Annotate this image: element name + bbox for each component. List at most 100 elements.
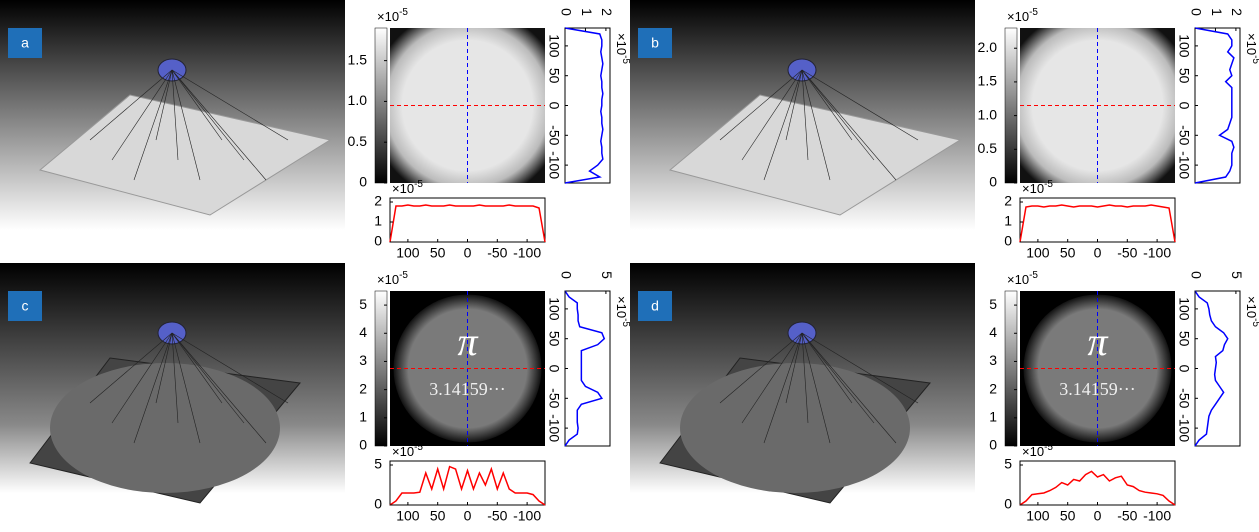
panel: b00.51.01.52.0×10-5012100500-50-100×10-5… (630, 0, 1259, 261)
exponent-power: -5 (620, 318, 631, 327)
position-tick-label: 50 (1060, 508, 1076, 524)
exponent-base: ×10 (614, 296, 629, 318)
position-tick-label: 0 (464, 245, 472, 261)
position-tick-label: 50 (430, 508, 446, 524)
colorbar-tick-label: 0 (989, 437, 997, 453)
profile-tick-label: 2 (1004, 193, 1012, 209)
profile-tick-label: 1 (1209, 8, 1225, 16)
profile-tick-label: 1 (374, 213, 382, 229)
exponent-base: ×10 (392, 444, 414, 459)
exponent: ×10-5 (392, 442, 423, 460)
profile-tick-label: 0 (558, 8, 574, 16)
panel-label: b (651, 35, 659, 51)
exponent: ×10-5 (1007, 270, 1038, 288)
exponent: ×10-5 (1007, 7, 1038, 25)
panel-label: c (22, 298, 29, 314)
exponent: ×10-5 (1022, 179, 1053, 197)
colorbar-tick-label: 1 (359, 409, 367, 425)
exponent-base: ×10 (1022, 181, 1044, 196)
profile-frame (390, 461, 545, 505)
profile-frame (1020, 461, 1175, 505)
exponent-power: -5 (414, 179, 423, 190)
render-disc (680, 363, 910, 493)
colorbar-tick-label: 4 (989, 324, 997, 340)
position-tick-label: 0 (1094, 245, 1102, 261)
position-tick-label: 50 (546, 331, 562, 347)
profile-tick-label: 0 (1188, 8, 1204, 16)
colorbar (1005, 28, 1017, 183)
colorbar-tick-label: 1.5 (978, 73, 998, 89)
profile-tick-label: 1 (1004, 213, 1012, 229)
panel-label: a (21, 35, 29, 51)
profile-tick-label: 0 (1004, 233, 1012, 249)
profile-tick-label: 2 (374, 193, 382, 209)
exponent-base: ×10 (1007, 272, 1029, 287)
position-tick-label: -100 (546, 414, 562, 442)
profile-frame (1195, 28, 1240, 183)
profile-tick-label: 2 (1229, 8, 1245, 16)
exponent-base: ×10 (1244, 296, 1259, 318)
exponent: ×10-5 (614, 33, 632, 64)
colorbar-tick-label: 0 (359, 174, 367, 190)
position-tick-label: 100 (1026, 245, 1050, 261)
colorbar-tick-label: 3 (989, 352, 997, 368)
profile-tick-label: 0 (558, 271, 574, 279)
exponent: ×10-5 (614, 296, 632, 327)
colorbar-tick-label: 1 (989, 409, 997, 425)
colorbar (375, 28, 387, 183)
position-tick-label: 50 (1060, 245, 1076, 261)
position-tick-label: -100 (1143, 508, 1171, 524)
position-tick-label: 0 (464, 508, 472, 524)
panel-label: d (651, 298, 659, 314)
position-tick-label: -100 (1143, 245, 1171, 261)
profile-frame (1195, 291, 1240, 446)
colorbar-tick-label: 0 (359, 437, 367, 453)
panel: d012345×10-5π3.14159···05100500-50-100×1… (630, 263, 1259, 524)
colorbar-tick-label: 2 (989, 380, 997, 396)
position-tick-label: -50 (487, 245, 507, 261)
colorbar-tick-label: 5 (989, 296, 997, 312)
exponent-power: -5 (1044, 442, 1053, 453)
profile-tick-label: 0 (1004, 496, 1012, 512)
exponent-base: ×10 (377, 272, 399, 287)
position-tick-label: -50 (1117, 245, 1137, 261)
position-tick-label: -100 (1176, 151, 1192, 179)
position-tick-label: 0 (546, 365, 562, 373)
colorbar (375, 291, 387, 446)
colorbar-tick-label: 1.0 (348, 92, 368, 108)
position-tick-label: 0 (546, 102, 562, 110)
position-tick-label: -100 (1176, 414, 1192, 442)
exponent-power: -5 (620, 55, 631, 64)
exponent-power: -5 (414, 442, 423, 453)
colorbar-tick-label: 0 (989, 174, 997, 190)
exponent: ×10-5 (1022, 442, 1053, 460)
colorbar-tick-label: 3 (359, 352, 367, 368)
position-tick-label: 100 (1026, 508, 1050, 524)
profile-tick-label: 5 (1004, 456, 1012, 472)
profile-tick-label: 5 (374, 456, 382, 472)
colorbar-tick-label: 0.5 (348, 133, 368, 149)
colorbar-tick-label: 5 (359, 296, 367, 312)
profile-frame (565, 291, 610, 446)
exponent-power: -5 (399, 270, 408, 281)
figure: a00.51.01.5×10-5012100500-50-100×10-5012… (0, 0, 1259, 527)
exponent-power: -5 (1029, 7, 1038, 18)
position-tick-label: 50 (546, 68, 562, 84)
position-tick-label: -100 (513, 245, 541, 261)
position-tick-label: 50 (1176, 331, 1192, 347)
position-tick-label: -100 (513, 508, 541, 524)
exponent-base: ×10 (377, 9, 399, 24)
panel: a00.51.01.5×10-5012100500-50-100×10-5012… (0, 0, 631, 261)
exponent: ×10-5 (377, 270, 408, 288)
colorbar-tick-label: 1.5 (348, 51, 368, 67)
exponent-power: -5 (1029, 270, 1038, 281)
position-tick-label: 100 (546, 34, 562, 58)
exponent-base: ×10 (1022, 444, 1044, 459)
profile-tick-label: 0 (374, 233, 382, 249)
position-tick-label: 100 (546, 297, 562, 321)
profile-tick-label: 5 (1229, 271, 1245, 279)
exponent-base: ×10 (1244, 33, 1259, 55)
colorbar-tick-label: 1.0 (978, 106, 998, 122)
exponent-power: -5 (1250, 55, 1259, 64)
